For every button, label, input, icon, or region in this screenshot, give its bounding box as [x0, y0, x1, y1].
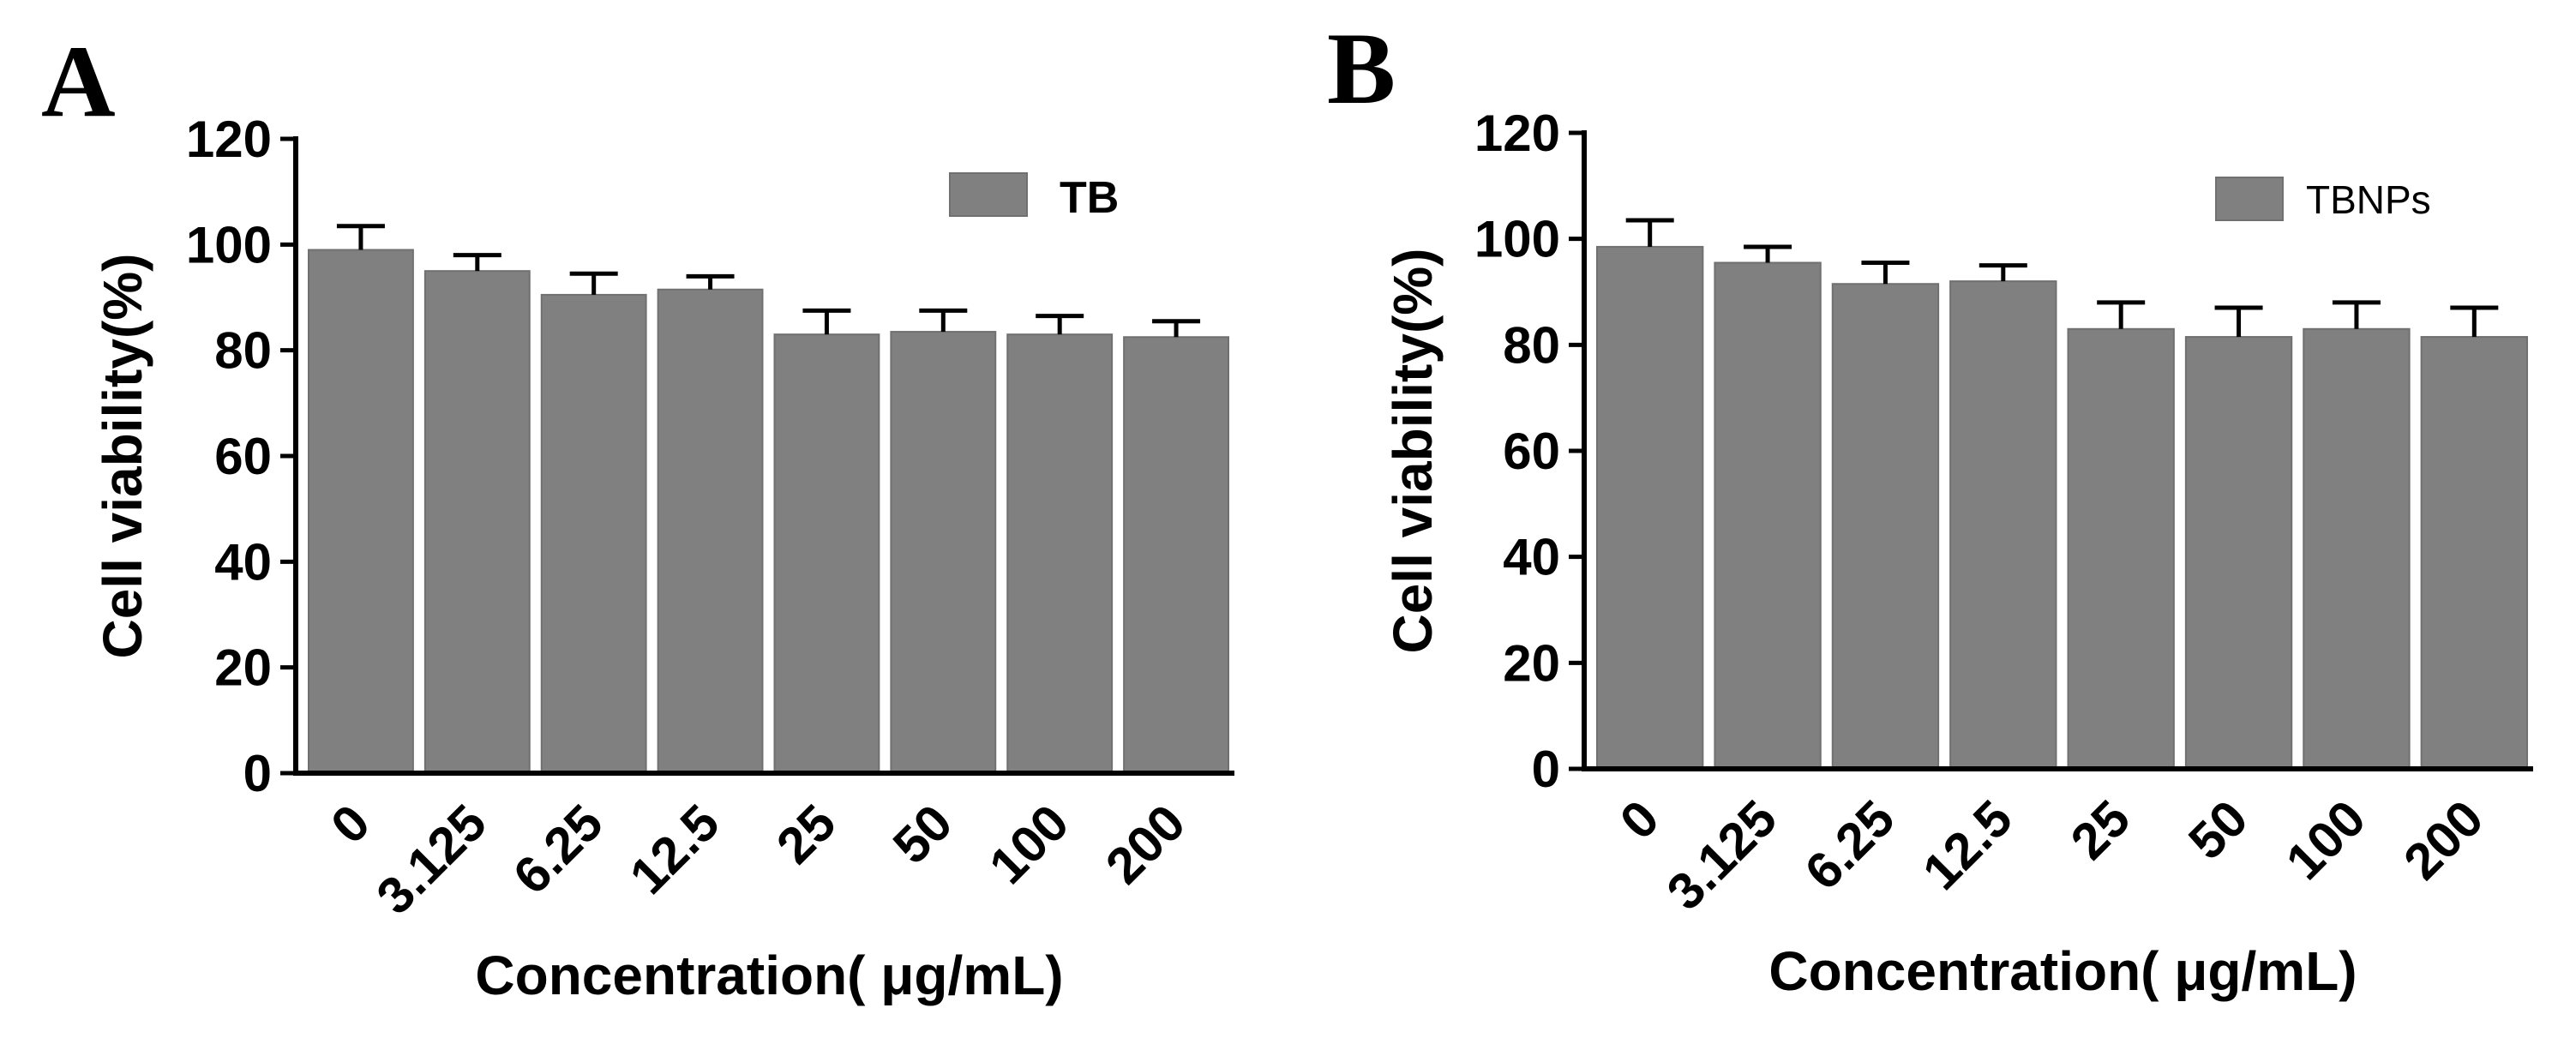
bar-100 [2303, 327, 2411, 770]
bar-200 [1123, 336, 1229, 774]
bar-3.125 [1714, 261, 1822, 771]
legend: TBNPs [2215, 177, 2431, 222]
y-tick-label-100: 100 [186, 216, 272, 273]
error-bar-25 [802, 308, 851, 335]
panel-label-b: B [1327, 11, 1396, 125]
error-bar-200 [2450, 305, 2499, 338]
bar-50 [890, 331, 997, 775]
bar-200 [2420, 336, 2528, 770]
bar-12.5 [657, 288, 764, 774]
x-tick-label-50: 50 [882, 794, 964, 875]
y-tick-label-0: 0 [1532, 741, 1560, 798]
x-tick-label-100: 100 [978, 794, 1079, 895]
error-bar-25 [2097, 300, 2146, 329]
panel-b: B03.125 6.25 12.5 25 50 100 200020406080100120… [1327, 11, 2533, 1002]
y-axis-title: Cell viability(%) [92, 254, 153, 659]
y-tick-label-0: 0 [243, 745, 272, 802]
x-tick-label-3.125: 3.125 [1656, 789, 1788, 921]
legend-label: TBNPs [2306, 177, 2431, 222]
x-tick-label-200: 200 [2393, 789, 2494, 891]
x-tick-label-50: 50 [2177, 789, 2259, 871]
x-tick-label-6.25: 6.25 [1794, 789, 1906, 901]
legend-swatch [2215, 177, 2284, 221]
bar-6.25 [540, 293, 647, 774]
x-tick-label-25: 25 [2060, 789, 2141, 871]
x-tick-label-0: 0 [320, 794, 381, 855]
panel-a: A03.125 6.25 12.5 25 50 100 200020406080100120… [41, 24, 1234, 1006]
y-tick-label-80: 80 [1503, 316, 1560, 374]
y-tick-label-120: 120 [186, 111, 272, 168]
x-tick-label-200: 200 [1095, 794, 1196, 895]
panel-label-a: A [41, 24, 116, 138]
bar-6.25 [1831, 283, 1940, 771]
x-axis-title: Concentration( μg/mL) [475, 945, 1063, 1006]
y-tick-label-40: 40 [214, 533, 272, 591]
y-tick-label-60: 60 [214, 428, 272, 485]
y-tick-label-40: 40 [1503, 529, 1560, 586]
bar-0 [308, 249, 414, 774]
bar-12.5 [1949, 280, 2057, 770]
y-tick-label-20: 20 [1503, 634, 1560, 692]
error-bar-3.125 [453, 253, 501, 272]
bar-0 [1596, 245, 1704, 771]
error-bar-12.5 [1979, 263, 2027, 282]
y-tick-label-60: 60 [1503, 423, 1560, 480]
error-bar-50 [2214, 305, 2263, 338]
x-tick-label-12.5: 12.5 [1912, 789, 2023, 901]
y-tick-label-100: 100 [1474, 211, 1560, 268]
x-tick-label-25: 25 [766, 794, 847, 875]
x-tick-label-12.5: 12.5 [619, 794, 730, 905]
y-tick-label-80: 80 [214, 322, 272, 380]
bar-3.125 [423, 270, 531, 774]
error-bar-200 [1152, 319, 1201, 338]
x-tick-label-6.25: 6.25 [502, 794, 614, 905]
x-tick-label-100: 100 [2275, 789, 2376, 891]
error-bar-12.5 [686, 273, 735, 290]
error-bar-3.125 [1744, 244, 1792, 263]
error-bar-6.25 [569, 271, 618, 295]
x-tick-label-0: 0 [1609, 789, 1670, 850]
error-bar-6.25 [1861, 260, 1910, 285]
x-tick-label-3.125: 3.125 [365, 794, 497, 926]
bar-25 [2067, 327, 2175, 770]
bar-25 [773, 333, 880, 774]
error-bar-0 [1625, 218, 1674, 247]
legend-label: TB [1060, 173, 1119, 223]
error-bar-0 [336, 224, 385, 250]
bar-50 [2184, 336, 2293, 770]
legend-swatch [949, 172, 1028, 217]
error-bar-100 [1036, 314, 1084, 335]
y-tick-label-20: 20 [214, 639, 272, 697]
error-bar-100 [2332, 300, 2381, 329]
bar-100 [1006, 333, 1114, 774]
y-axis-title: Cell viability(%) [1382, 249, 1444, 654]
error-bar-50 [919, 308, 968, 333]
legend: TB [949, 172, 1119, 223]
y-tick-label-120: 120 [1474, 105, 1560, 162]
x-axis-title: Concentration( μg/mL) [1768, 940, 2357, 1002]
